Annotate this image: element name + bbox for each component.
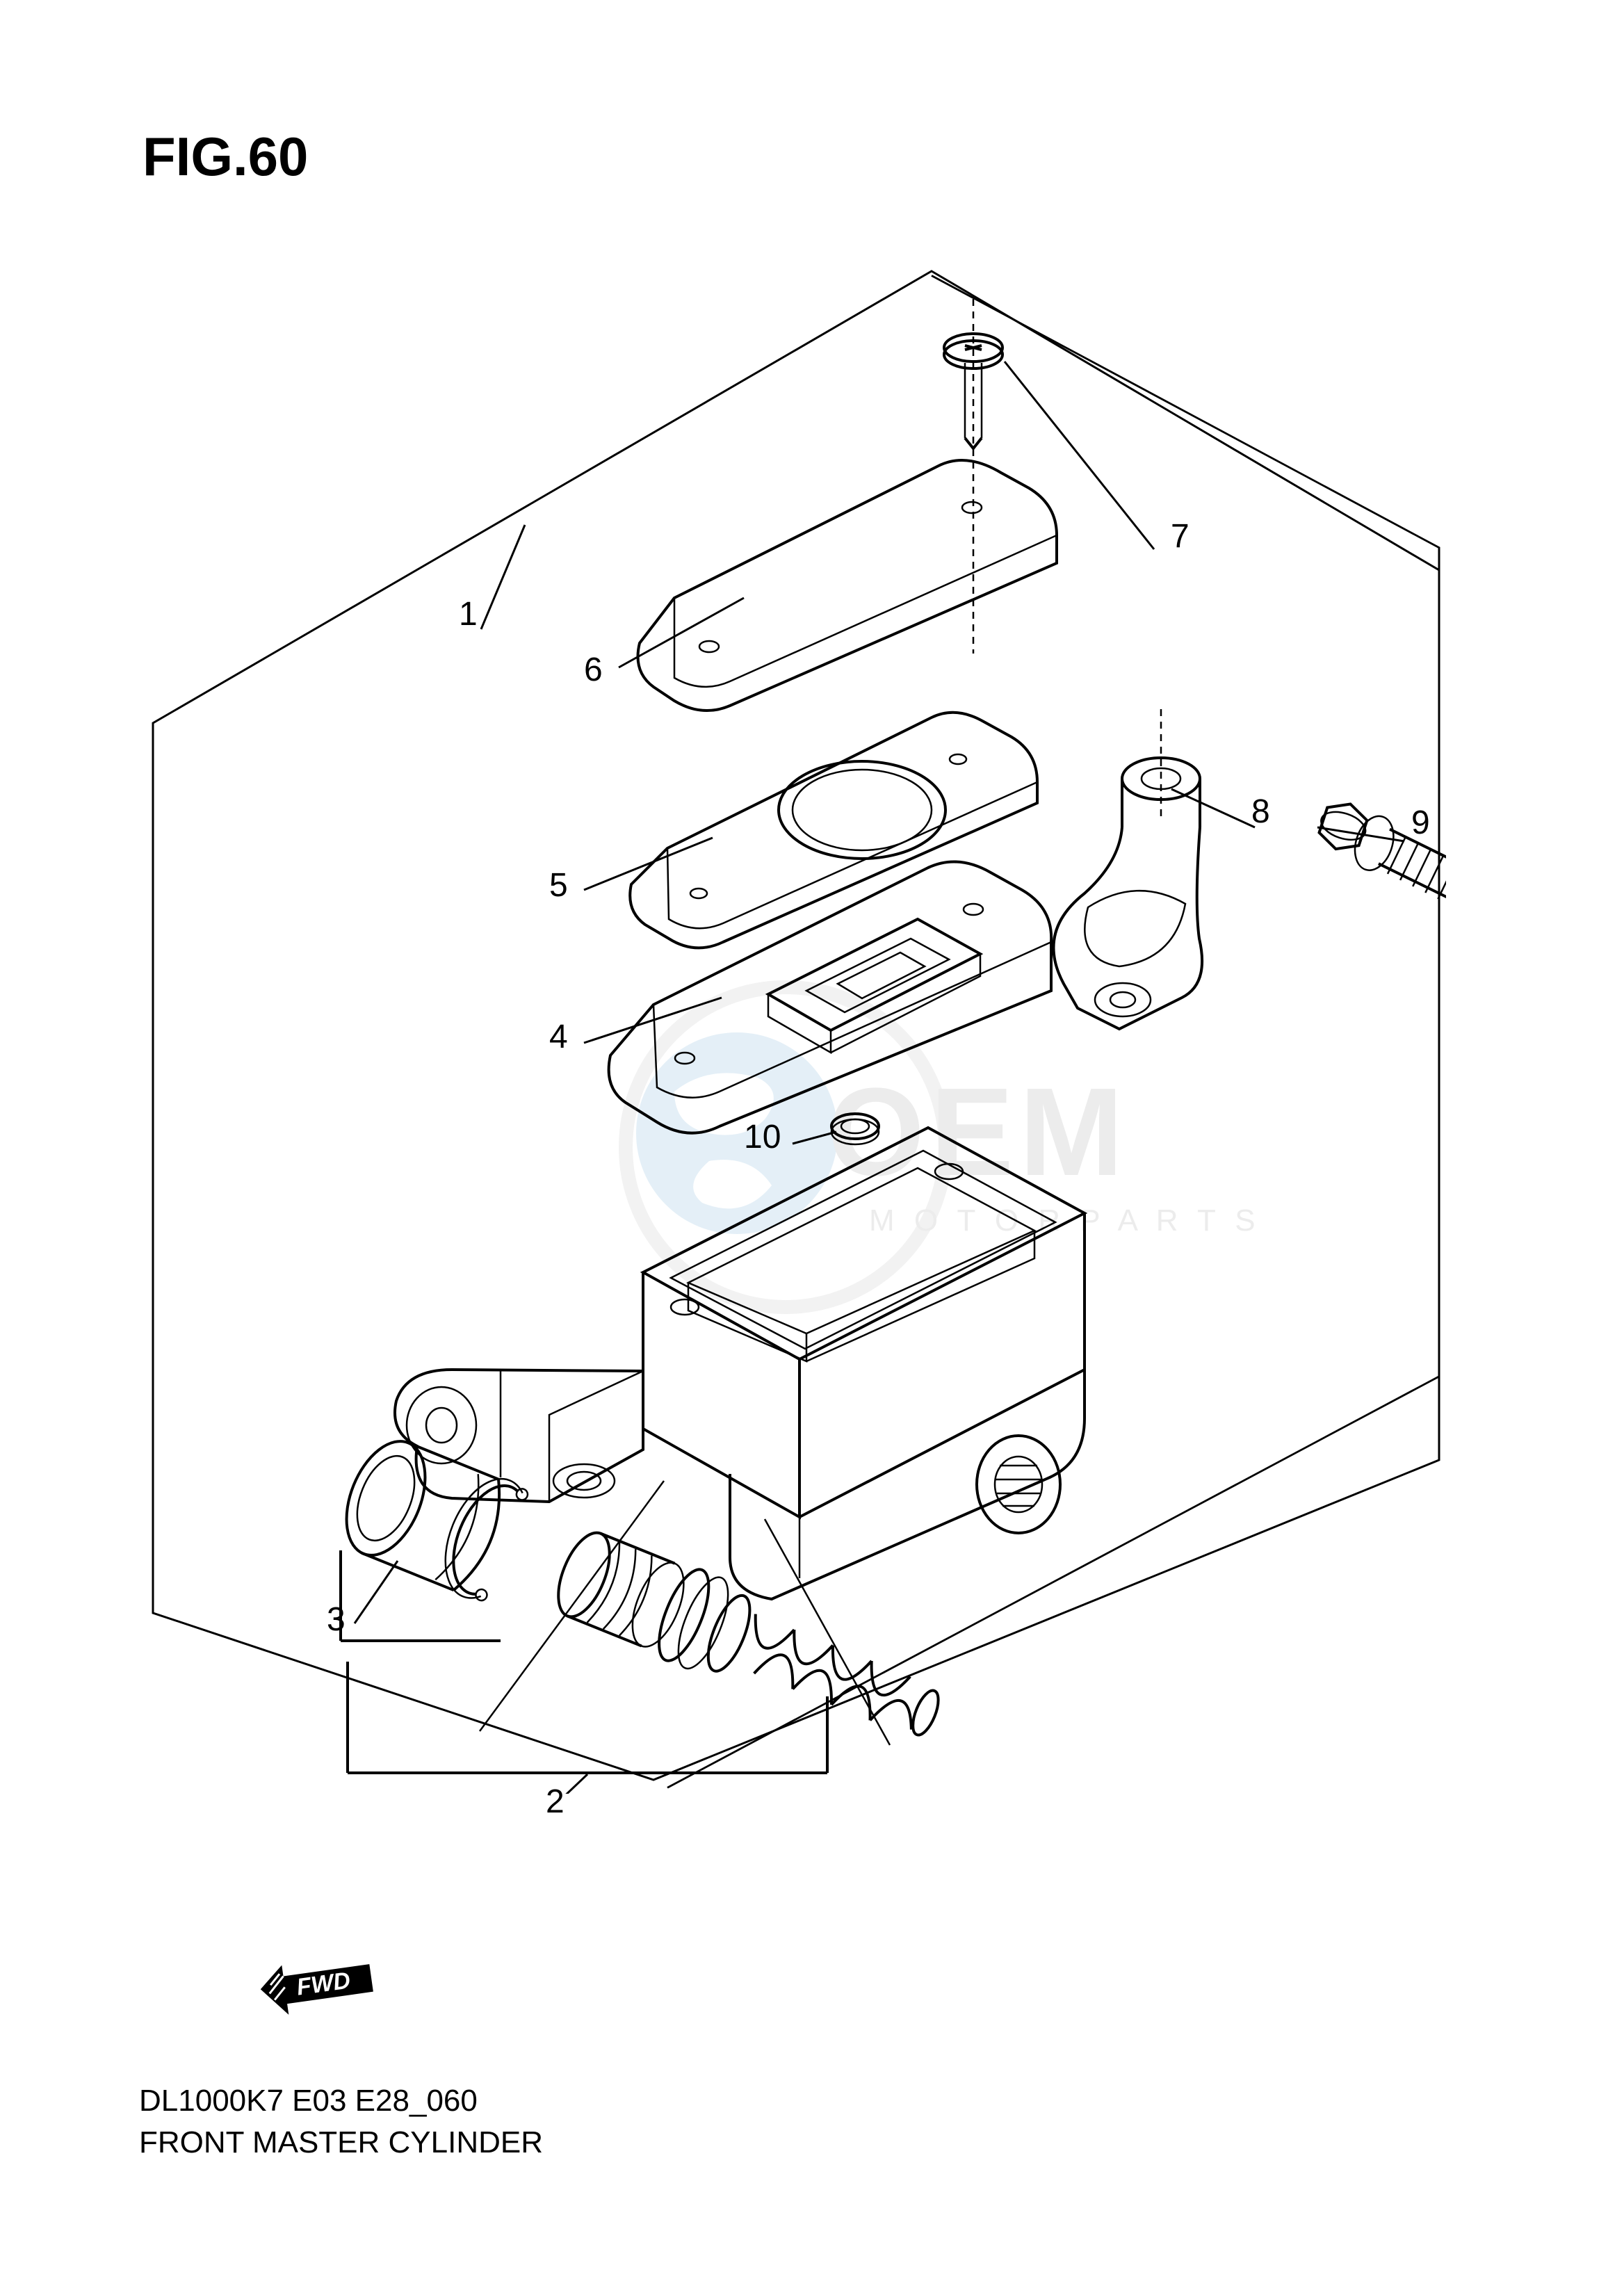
part-cap-6 (638, 460, 1057, 711)
parts-group (331, 299, 1446, 1773)
part-boot-3 (331, 1430, 512, 1596)
diagram-svg: OEM M O T O R P A R T S (139, 250, 1446, 1794)
panel-outline (153, 271, 1439, 1787)
callout-8: 8 (1251, 793, 1270, 831)
callout-10: 10 (744, 1118, 781, 1156)
diagram-area: OEM M O T O R P A R T S (139, 250, 1446, 1794)
part-holder-8 (1053, 709, 1202, 1029)
watermark-subtext: M O T O R P A R T S (869, 1203, 1261, 1238)
fwd-badge: FWD (247, 1948, 386, 2028)
caption-line2: FRONT MASTER CYLINDER (139, 2122, 543, 2163)
callout-7: 7 (1171, 517, 1189, 555)
callout-3: 3 (327, 1600, 346, 1639)
caption-line1: DL1000K7 E03 E28_060 (139, 2080, 543, 2121)
callout-2: 2 (546, 1783, 565, 1821)
callout-5: 5 (549, 866, 568, 905)
callout-6: 6 (584, 651, 603, 689)
callout-9: 9 (1411, 804, 1430, 842)
part-snap-ring (430, 1467, 530, 1605)
callout-4: 4 (549, 1018, 568, 1056)
part-plate-5 (630, 713, 1037, 948)
figure-title: FIG.60 (143, 125, 308, 188)
caption: DL1000K7 E03 E28_060 FRONT MASTER CYLIND… (139, 2080, 543, 2163)
callout-1: 1 (459, 595, 478, 633)
